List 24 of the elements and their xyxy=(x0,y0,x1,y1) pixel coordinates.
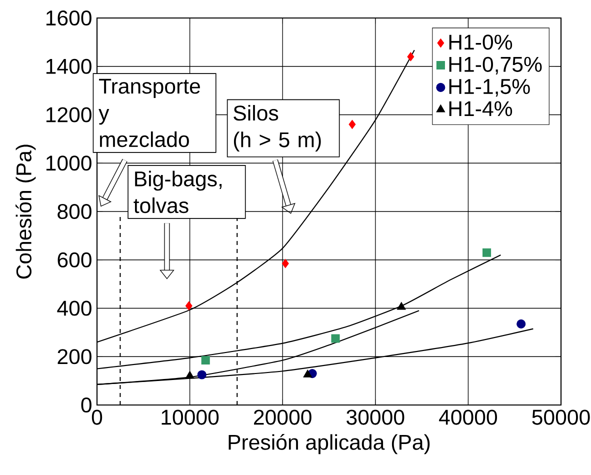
legend-label: H1-0% xyxy=(449,34,512,50)
annotation: Big-bags, tolvas xyxy=(134,170,222,214)
y-tick-label: 200 xyxy=(58,349,92,364)
legend-label: H1-0,75% xyxy=(449,56,542,74)
x-tick-label: 20000 xyxy=(254,410,312,425)
y-tick-label: 1000 xyxy=(46,156,92,171)
x-tick-label: 50000 xyxy=(532,410,590,425)
x-axis-title: Presión aplicada (Pa) xyxy=(228,434,430,454)
annotation: Transporte y mezclado xyxy=(98,78,200,148)
y-tick-label: 800 xyxy=(58,204,92,220)
y-tick-label: 0 xyxy=(81,397,92,413)
legend-label: H1-4% xyxy=(449,101,512,116)
x-tick-label: 30000 xyxy=(346,410,404,425)
x-tick-label: 0 xyxy=(92,410,102,425)
annotation: Silos (h > 5 m) xyxy=(234,105,321,152)
y-tick-label: 600 xyxy=(58,252,92,268)
x-tick-label: 10000 xyxy=(162,410,219,425)
y-tick-label: 400 xyxy=(57,300,92,316)
y-tick-label: 1600 xyxy=(46,10,92,26)
y-tick-label: 1400 xyxy=(46,58,92,74)
y-axis-title: Cohesión (Pa) xyxy=(16,144,36,279)
legend-label: H1-1,5% xyxy=(449,79,530,97)
y-tick-label: 1200 xyxy=(46,107,92,122)
x-tick-label: 40000 xyxy=(439,410,498,425)
